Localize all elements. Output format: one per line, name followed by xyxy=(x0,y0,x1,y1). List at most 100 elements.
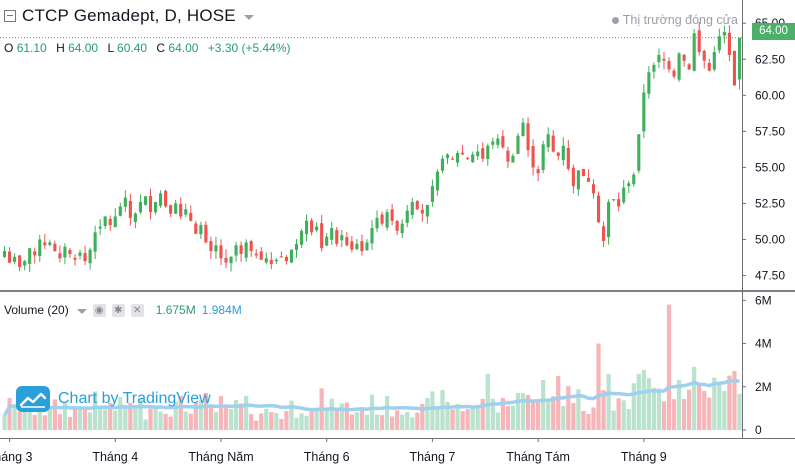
candle xyxy=(199,221,203,239)
volume-bar xyxy=(57,414,63,430)
candle-body xyxy=(2,251,7,257)
candle xyxy=(138,194,142,215)
candle-body xyxy=(340,235,344,241)
candle-body xyxy=(83,253,87,262)
volume-bar xyxy=(294,417,299,430)
candle-body xyxy=(737,37,742,80)
volume-bar xyxy=(133,407,138,430)
volume-bar xyxy=(47,407,52,430)
volume-bar xyxy=(254,420,259,430)
volume-bar xyxy=(576,389,581,430)
candle-body xyxy=(164,190,168,207)
collapse-icon[interactable] xyxy=(4,10,16,22)
candle-body xyxy=(471,154,475,163)
volume-bars xyxy=(2,304,742,430)
price-tick-label: 62.50 xyxy=(755,52,785,66)
candle-body xyxy=(445,154,450,158)
volume-bar xyxy=(515,392,521,430)
volume-bar xyxy=(566,386,571,430)
time-tick-label: Tháng 7 xyxy=(409,450,455,464)
volume-bar xyxy=(123,408,128,430)
candle xyxy=(536,165,540,182)
candle-body xyxy=(204,224,208,243)
candle-body xyxy=(466,158,470,160)
volume-bar xyxy=(636,373,641,430)
candle xyxy=(667,57,671,73)
gear-icon[interactable]: ✱ xyxy=(111,303,125,317)
volume-bar xyxy=(289,400,294,430)
candle xyxy=(561,137,565,166)
candle-body xyxy=(400,223,404,234)
time-tick-label: Tháng 6 xyxy=(304,450,350,464)
candle xyxy=(279,251,283,258)
candle-body xyxy=(274,259,278,262)
volume-bar xyxy=(410,417,415,430)
tradingview-branding[interactable]: Chart by TradingView xyxy=(16,386,211,412)
candle xyxy=(526,117,530,157)
candle xyxy=(642,83,646,138)
candle xyxy=(415,200,419,211)
chevron-down-icon[interactable] xyxy=(76,308,87,314)
volume-bar xyxy=(223,404,229,430)
chevron-down-icon[interactable] xyxy=(243,14,254,20)
candle-body xyxy=(18,255,22,267)
low-label: L xyxy=(107,41,114,55)
candle-body xyxy=(612,199,616,201)
close-icon[interactable]: ✕ xyxy=(130,303,144,317)
eye-icon[interactable]: ◉ xyxy=(92,303,106,317)
candle xyxy=(244,239,248,262)
candle-body xyxy=(486,145,490,160)
volume-bar xyxy=(717,382,722,430)
candle-body xyxy=(642,92,646,132)
candle-body xyxy=(68,249,72,254)
candle-body xyxy=(566,148,570,169)
volume-title[interactable]: Volume (20) xyxy=(4,303,69,317)
candle xyxy=(219,239,223,266)
volume-bar xyxy=(626,408,631,430)
candle xyxy=(33,247,37,264)
candle-body xyxy=(481,148,485,159)
candle xyxy=(481,142,485,162)
volume-ma-line xyxy=(2,378,740,416)
symbol-title[interactable]: CTCP Gemadept, D, HOSE xyxy=(22,6,236,25)
volume-bar xyxy=(339,403,344,430)
candle-body xyxy=(521,122,525,137)
low-value: 60.40 xyxy=(117,41,148,55)
candle xyxy=(289,249,294,264)
volume-bar xyxy=(415,412,420,430)
candle-body xyxy=(153,202,158,213)
candle-body xyxy=(571,167,575,187)
volume-bar xyxy=(405,412,410,430)
candle-body xyxy=(284,256,288,262)
candle-body xyxy=(320,223,324,249)
candle xyxy=(375,210,379,233)
candle-body xyxy=(576,170,580,190)
volume-bar xyxy=(571,403,576,430)
candle-body xyxy=(7,251,12,263)
volume-bar xyxy=(445,401,450,430)
volume-bar xyxy=(279,419,284,430)
volume-bar xyxy=(581,410,586,430)
volume-bar xyxy=(551,396,556,430)
price-tick-label: 55.00 xyxy=(755,160,785,174)
candle xyxy=(556,151,560,161)
candle-body xyxy=(390,209,394,221)
volume-bar xyxy=(661,401,667,430)
volume-bar xyxy=(153,406,158,430)
candle-body xyxy=(219,245,223,259)
candle-body xyxy=(476,151,480,157)
candle-body xyxy=(602,226,606,241)
candle-body xyxy=(657,54,661,63)
candle-body xyxy=(546,134,550,148)
candle xyxy=(657,48,661,69)
candle xyxy=(254,249,258,259)
branding-text: Chart by TradingView xyxy=(58,390,211,407)
volume-bar xyxy=(556,375,561,430)
candle xyxy=(103,216,107,229)
candle xyxy=(209,236,213,259)
candle-body xyxy=(496,138,500,145)
volume-bar xyxy=(591,407,596,430)
candle xyxy=(506,146,510,169)
time-tick-label: Tháng Năm xyxy=(188,450,253,464)
